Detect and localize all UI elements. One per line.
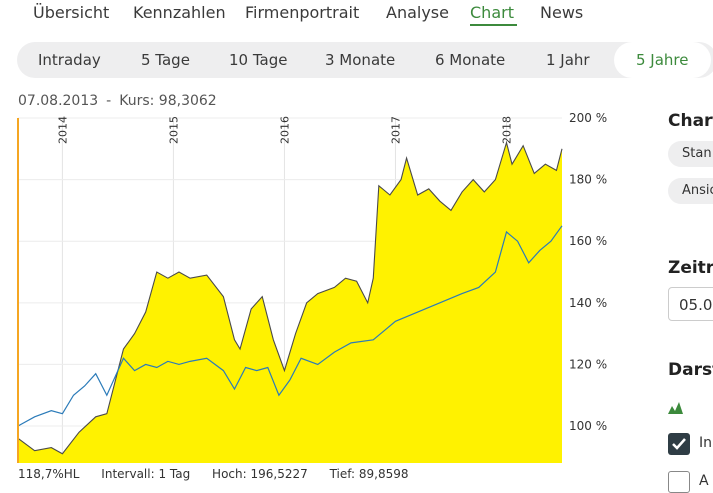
y-tick-label: 200 % <box>569 111 607 125</box>
quote-kurs: Kurs: 98,3062 <box>119 93 217 109</box>
checkmark-icon <box>672 438 686 450</box>
second-option-label: A <box>699 473 709 489</box>
range-1-jahr-button[interactable]: 1 Jahr <box>546 51 590 69</box>
footer-intervall: Intervall: 1 Tag <box>101 467 191 481</box>
range-10-tage-button[interactable]: 10 Tage <box>229 51 288 69</box>
y-tick-label: 120 % <box>569 357 607 371</box>
nav-analyse[interactable]: Analyse <box>386 3 449 22</box>
quote-separator: - <box>106 93 112 109</box>
time-range-selector: Intraday 5 Tage 10 Tage 3 Monate 6 Monat… <box>17 42 713 78</box>
quote-date: 07.08.2013 <box>18 93 99 109</box>
footer-tief: Tief: 89,8598 <box>329 467 409 481</box>
chart-view-chip[interactable]: Ansic <box>668 178 713 204</box>
index-compare-checkbox[interactable] <box>668 433 690 455</box>
year-label: 2014 <box>56 116 69 144</box>
nav-ubersicht[interactable]: Übersicht <box>33 3 110 22</box>
chart-footer: 118,7%HL Intervall: 1 Tag Hoch: 196,5227… <box>18 467 427 481</box>
year-label: 2016 <box>278 116 291 144</box>
stock-price-line <box>17 140 563 455</box>
price-chart[interactable]: 2014 2015 2016 2017 2018 100 % 120 % 140 % 160 %… <box>0 110 610 467</box>
chart-type-chip-standard[interactable]: Stan <box>668 141 713 167</box>
footer-hl: 118,7%HL <box>18 467 80 481</box>
mountain-chart-icon[interactable] <box>668 400 684 416</box>
y-tick-label: 180 % <box>569 173 607 187</box>
second-option-checkbox[interactable] <box>668 471 690 493</box>
active-tab-underline <box>470 24 517 26</box>
y-tick-label: 100 % <box>569 419 607 433</box>
range-3-monate-button[interactable]: 3 Monate <box>325 51 396 69</box>
year-label: 2017 <box>389 116 402 144</box>
date-from-input[interactable]: 05.08 <box>668 287 713 321</box>
range-6-monate-button[interactable]: 6 Monate <box>435 51 506 69</box>
range-intraday-button[interactable]: Intraday <box>38 51 101 69</box>
index-compare-label: In <box>699 435 713 451</box>
sidebar-darstellung-title: Darst <box>668 360 713 380</box>
y-tick-label: 140 % <box>569 296 607 310</box>
quote-info: 07.08.2013- Kurs: 98,3062 <box>18 93 217 109</box>
index-comparison-line <box>17 225 563 427</box>
sidebar-zeitraum-title: Zeitra <box>668 258 713 278</box>
year-label: 2018 <box>500 116 513 144</box>
chart-series <box>17 118 563 463</box>
nav-kennzahlen[interactable]: Kennzahlen <box>133 3 226 22</box>
nav-chart[interactable]: Chart <box>470 3 514 22</box>
footer-hoch: Hoch: 196,5227 <box>212 467 308 481</box>
stock-area-fill <box>18 142 562 463</box>
range-5-jahre-button[interactable]: 5 Jahre <box>614 42 711 78</box>
year-label: 2015 <box>167 116 180 144</box>
y-tick-label: 160 % <box>569 234 607 248</box>
range-5-tage-button[interactable]: 5 Tage <box>141 51 190 69</box>
sidebar-chart-title: Chart <box>668 111 713 131</box>
top-navigation: Übersicht Kennzahlen Firmenportrait Anal… <box>0 0 713 28</box>
nav-news[interactable]: News <box>540 3 584 22</box>
chart-axes: 2014 2015 2016 2017 2018 100 % 120 % 140 % 160 %… <box>56 111 607 433</box>
nav-firmenportrait[interactable]: Firmenportrait <box>245 3 360 22</box>
